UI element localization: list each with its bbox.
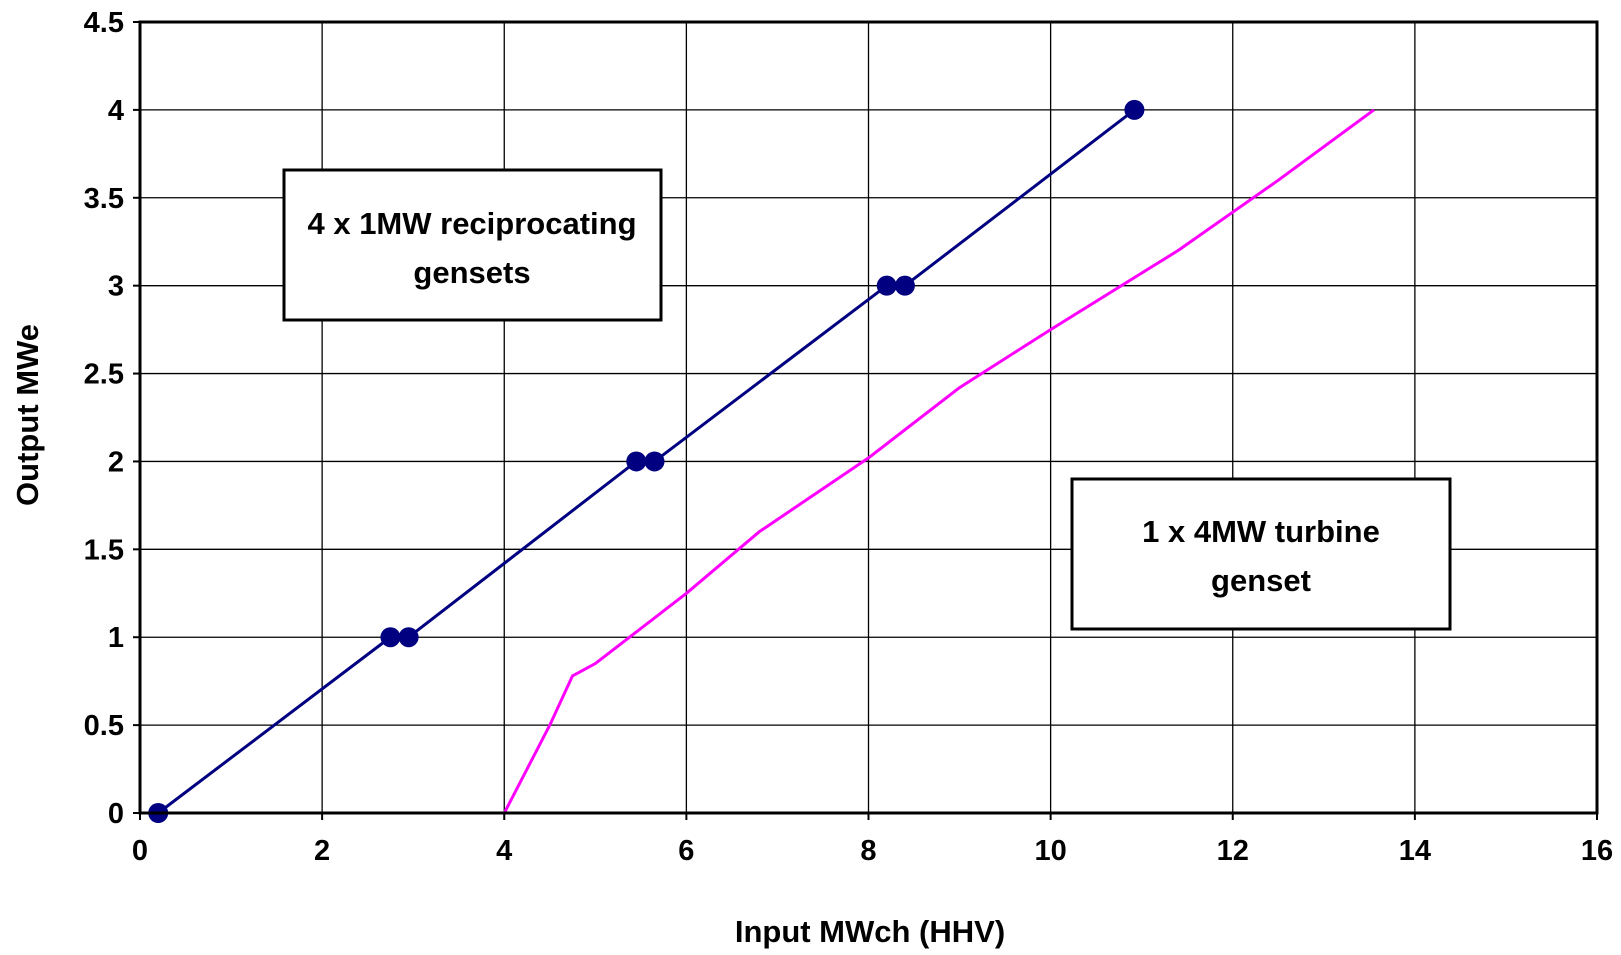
series-1-point xyxy=(626,451,647,472)
x-tick-label: 12 xyxy=(1217,835,1249,867)
annotation-text-line: gensets xyxy=(413,255,530,290)
annotation-box-reciprocating: 4 x 1MW reciprocating gensets xyxy=(282,168,663,322)
x-tick-label: 16 xyxy=(1581,835,1613,867)
x-axis-title: Input MWch (HHV) xyxy=(735,914,1005,949)
annotation-box-turbine: 1 x 4MW turbine genset xyxy=(1070,477,1452,631)
annotation-text-line: 4 x 1MW reciprocating xyxy=(307,206,636,241)
x-tick-label: 8 xyxy=(860,835,876,867)
x-tick-label: 14 xyxy=(1399,835,1431,867)
x-tick-label: 6 xyxy=(678,835,694,867)
y-tick-label: 3.5 xyxy=(84,183,124,215)
annotation-text-line: genset xyxy=(1211,563,1311,598)
series-layer xyxy=(148,99,1375,823)
y-tick-label: 2 xyxy=(108,446,124,478)
x-tick-label: 2 xyxy=(314,835,330,867)
series-1-point xyxy=(398,627,419,648)
series-1-point xyxy=(644,451,665,472)
y-tick-label: 3 xyxy=(108,271,124,303)
y-tick-label: 0.5 xyxy=(84,710,124,742)
y-tick-label: 4 xyxy=(108,95,124,127)
series-1-point xyxy=(876,275,897,296)
y-tick-label: 0 xyxy=(108,798,124,830)
x-tick-label: 0 xyxy=(132,835,148,867)
tick-labels: 0 2 4 6 8 10 12 14 16 0 0.5 1 1.5 2 2.5 3 3.5 4 4.5 xyxy=(84,7,1613,867)
y-tick-label: 1 xyxy=(108,622,124,654)
series-2-line xyxy=(502,108,1375,814)
y-tick-label: 2.5 xyxy=(84,359,124,391)
series-1-point xyxy=(380,627,401,648)
x-tick-label: 10 xyxy=(1034,835,1066,867)
annotation-text-line: 1 x 4MW turbine xyxy=(1142,514,1380,549)
series-1-point xyxy=(1124,99,1145,120)
x-tick-label: 4 xyxy=(496,835,512,867)
series-1-point xyxy=(894,275,915,296)
grid-lines xyxy=(139,21,1598,814)
y-axis-title: Output MWe xyxy=(10,324,45,506)
y-tick-label: 1.5 xyxy=(84,534,124,566)
y-tick-label: 4.5 xyxy=(84,7,124,39)
